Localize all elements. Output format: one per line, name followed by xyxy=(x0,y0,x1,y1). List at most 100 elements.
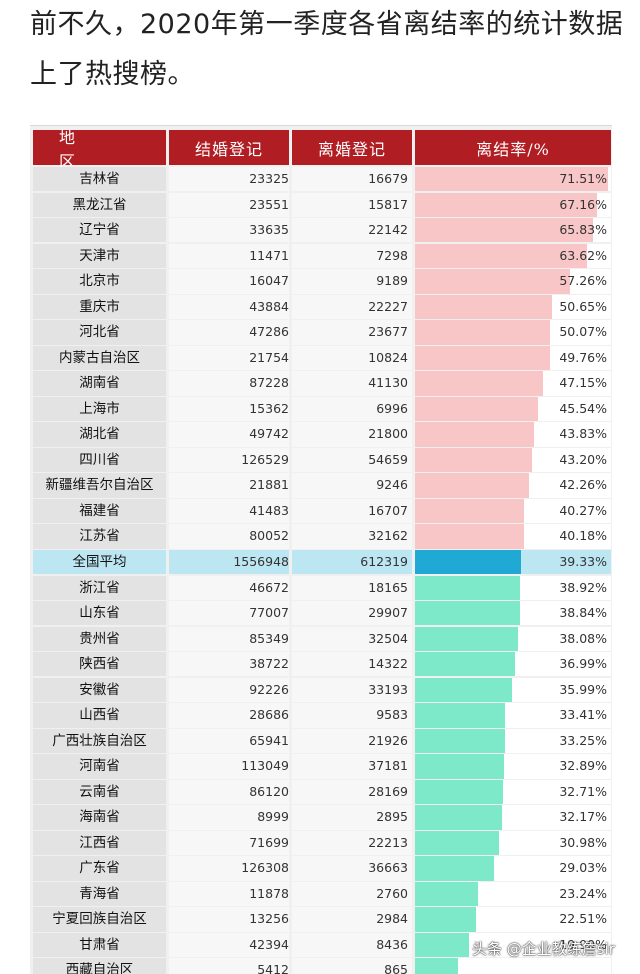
marriage-count-cell: 11471 xyxy=(169,243,289,268)
table-row: 北京市 16047 9189 57.26% xyxy=(30,269,612,294)
table-row: 浙江省 46672 18165 38.92% xyxy=(30,575,612,600)
divorce-count-cell: 14322 xyxy=(292,652,412,677)
table-row: 湖南省 87228 41130 47.15% xyxy=(30,371,612,396)
table-row: 云南省 86120 28169 32.71% xyxy=(30,779,612,805)
table-row: 江苏省 80052 32162 40.18% xyxy=(30,524,612,549)
marriage-count-cell: 85349 xyxy=(169,626,289,651)
marriage-count-cell: 1556948 xyxy=(169,549,289,575)
table-row: 河北省 47286 23677 50.07% xyxy=(30,320,612,345)
divorce-count-cell: 21800 xyxy=(292,422,412,447)
ratio-value: 33.25% xyxy=(559,732,607,748)
ratio-bar xyxy=(415,932,469,958)
region-cell: 山西省 xyxy=(33,703,166,728)
ratio-bar xyxy=(415,294,552,320)
marriage-count-cell: 46672 xyxy=(169,575,289,600)
marriage-count-cell: 5412 xyxy=(169,958,289,974)
region-cell: 浙江省 xyxy=(33,575,166,600)
ratio-cell: 42.26% xyxy=(415,473,611,498)
region-cell: 四川省 xyxy=(33,447,166,473)
marriage-count-cell: 11878 xyxy=(169,881,289,907)
marriage-count-cell: 21754 xyxy=(169,345,289,371)
table-row: 陕西省 38722 14322 36.99% xyxy=(30,652,612,677)
divorce-count-cell: 22213 xyxy=(292,830,412,856)
table-row: 黑龙江省 23551 15817 67.16% xyxy=(30,192,612,217)
ratio-value: 30.98% xyxy=(559,834,607,850)
marriage-count-cell: 80052 xyxy=(169,524,289,549)
region-cell: 山东省 xyxy=(33,601,166,626)
region-cell: 贵州省 xyxy=(33,626,166,651)
marriage-count-cell: 16047 xyxy=(169,269,289,294)
region-cell: 陕西省 xyxy=(33,652,166,677)
header-divorce: 离婚登记 xyxy=(292,130,412,165)
ratio-value: 63.62% xyxy=(559,247,607,263)
region-cell: 湖南省 xyxy=(33,371,166,396)
region-cell: 江苏省 xyxy=(33,524,166,549)
ratio-value: 67.16% xyxy=(559,196,607,212)
divorce-count-cell: 9246 xyxy=(292,473,412,498)
divorce-count-cell: 6996 xyxy=(292,396,412,422)
table-row: 甘肃省 42394 8436 19.90% xyxy=(30,932,612,958)
watermark: 头条 @企业教练詹sir xyxy=(472,940,615,958)
ratio-bar xyxy=(415,830,499,856)
divorce-count-cell: 18165 xyxy=(292,575,412,600)
region-cell: 全国平均 xyxy=(33,549,166,575)
ratio-value: 38.08% xyxy=(559,630,607,646)
marriage-count-cell: 21881 xyxy=(169,473,289,498)
divorce-count-cell: 16679 xyxy=(292,167,412,192)
ratio-value: 35.99% xyxy=(559,681,607,697)
region-cell: 重庆市 xyxy=(33,294,166,320)
table-row: 山东省 77007 29907 38.84% xyxy=(30,601,612,626)
ratio-bar xyxy=(415,652,515,677)
ratio-cell: 32.17% xyxy=(415,805,611,830)
region-cell: 北京市 xyxy=(33,269,166,294)
marriage-count-cell: 13256 xyxy=(169,907,289,932)
table-row: 新疆维吾尔自治区 21881 9246 42.26% xyxy=(30,473,612,498)
ratio-bar xyxy=(415,703,506,728)
region-cell: 黑龙江省 xyxy=(33,192,166,217)
marriage-count-cell: 41483 xyxy=(169,498,289,524)
ratio-cell: 50.07% xyxy=(415,320,611,345)
ratio-value: 32.89% xyxy=(559,758,607,774)
ratio-bar xyxy=(415,677,513,703)
table-row: 内蒙古自治区 21754 10824 49.76% xyxy=(30,345,612,371)
table-row: 重庆市 43884 22227 50.65% xyxy=(30,294,612,320)
table-row: 天津市 11471 7298 63.62% xyxy=(30,243,612,268)
ratio-cell: 33.41% xyxy=(415,703,611,728)
ratio-cell: 32.89% xyxy=(415,754,611,779)
region-cell: 安徽省 xyxy=(33,677,166,703)
divorce-count-cell: 54659 xyxy=(292,447,412,473)
ratio-bar xyxy=(415,907,476,932)
ratio-cell: 49.76% xyxy=(415,345,611,371)
region-cell: 新疆维吾尔自治区 xyxy=(33,473,166,498)
table-row: 上海市 15362 6996 45.54% xyxy=(30,396,612,422)
marriage-count-cell: 15362 xyxy=(169,396,289,422)
ratio-cell: 39.33% xyxy=(415,549,611,575)
marriage-count-cell: 28686 xyxy=(169,703,289,728)
table-top-divider xyxy=(30,125,612,126)
ratio-value: 40.27% xyxy=(559,502,607,518)
marriage-count-cell: 71699 xyxy=(169,830,289,856)
ratio-value: 45.54% xyxy=(559,400,607,416)
divorce-count-cell: 21926 xyxy=(292,728,412,754)
region-cell: 辽宁省 xyxy=(33,218,166,243)
table-row: 吉林省 23325 16679 71.51% xyxy=(30,167,612,192)
ratio-bar xyxy=(415,473,530,498)
marriage-count-cell: 47286 xyxy=(169,320,289,345)
table-row: 广东省 126308 36663 29.03% xyxy=(30,856,612,881)
region-cell: 福建省 xyxy=(33,498,166,524)
marriage-count-cell: 43884 xyxy=(169,294,289,320)
ratio-cell: 71.51% xyxy=(415,167,611,192)
ratio-cell: 35.99% xyxy=(415,677,611,703)
marriage-count-cell: 23325 xyxy=(169,167,289,192)
ratio-value: 29.03% xyxy=(559,860,607,876)
ratio-value: 32.71% xyxy=(559,783,607,799)
region-cell: 广东省 xyxy=(33,856,166,881)
ratio-cell: 63.62% xyxy=(415,243,611,268)
table-row-national-average: 全国平均 1556948 612319 39.33% xyxy=(30,549,612,575)
ratio-cell: 29.03% xyxy=(415,856,611,881)
ratio-bar xyxy=(415,167,609,192)
ratio-value: 65.83% xyxy=(559,222,607,238)
divorce-count-cell: 23677 xyxy=(292,320,412,345)
table-row: 山西省 28686 9583 33.41% xyxy=(30,703,612,728)
divorce-count-cell: 10824 xyxy=(292,345,412,371)
